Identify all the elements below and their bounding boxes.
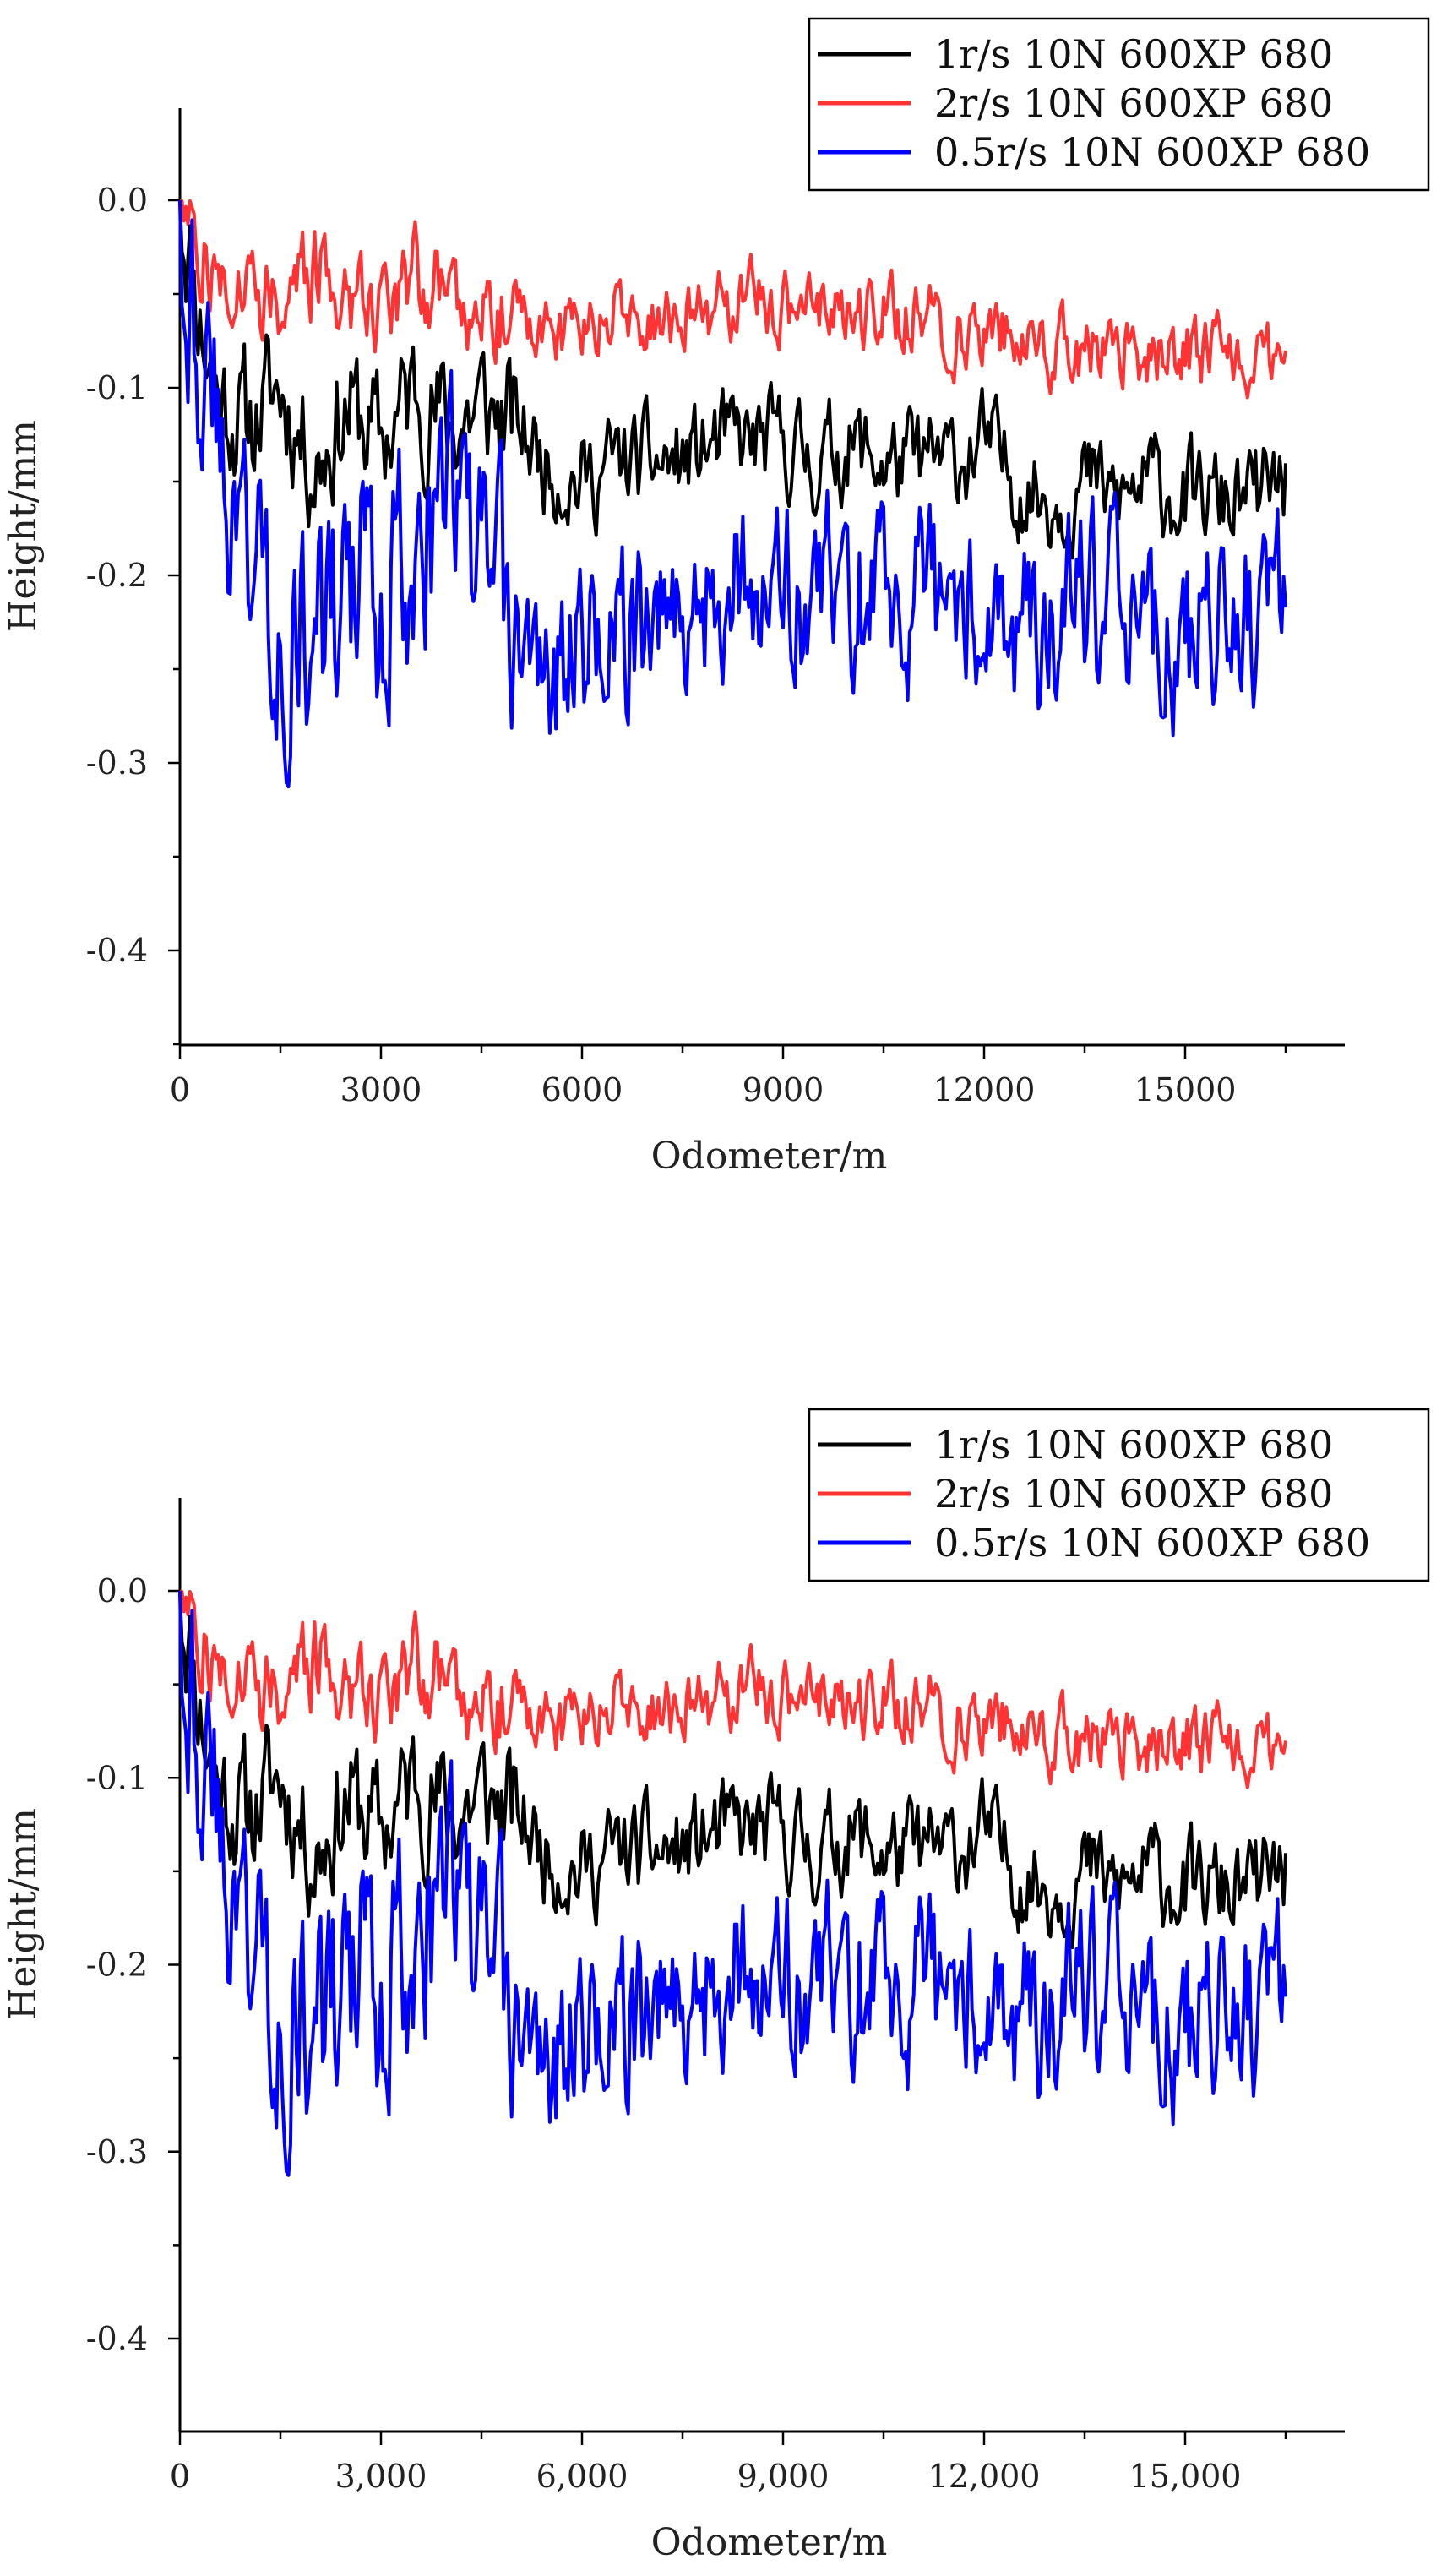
x-tick-label: 9,000 [737, 2458, 830, 2495]
x-tick-label: 9000 [743, 1071, 824, 1108]
y-tick-label: -0.2 [86, 557, 148, 594]
series-line [179, 1589, 1287, 1789]
x-tick-label: 6000 [541, 1071, 623, 1108]
legend-label: 2r/s 10N 600XP 680 [934, 1471, 1333, 1517]
legend-label: 0.5r/s 10N 600XP 680 [934, 1520, 1370, 1566]
y-tick-label: -0.3 [86, 744, 148, 782]
x-axis-title: Odometer/m [651, 2521, 888, 2564]
x-tick-label: 15000 [1134, 1071, 1237, 1108]
x-tick-label: 12000 [933, 1071, 1036, 1108]
legend-label: 0.5r/s 10N 600XP 680 [934, 129, 1370, 175]
y-axis-title: Height/mm [2, 420, 45, 632]
x-tick-label: 12,000 [928, 2458, 1041, 2495]
x-axis-title: Odometer/m [651, 1135, 888, 1178]
x-tick-label: 3000 [340, 1071, 422, 1108]
series-line [178, 1590, 1287, 1949]
legend-label: 2r/s 10N 600XP 680 [934, 80, 1333, 126]
chart-panel-2: 0 3,000 6,000 9,000 12,000 15,000 0.0 -0.1 -0.2 -… [2, 1408, 1430, 2564]
series-line [178, 1590, 1287, 2177]
legend-box [808, 17, 1430, 192]
x-tick-label: 0 [170, 2458, 190, 2495]
series-line [179, 199, 1287, 400]
y-tick-label: -0.2 [86, 1947, 148, 1984]
y-tick-label: 0.0 [97, 1572, 148, 1609]
series-line [178, 199, 1287, 789]
chart-panel-1: 0 3000 6000 9000 12000 15000 0.0 -0.1 -0.2 -0.3 -0… [2, 17, 1430, 1178]
x-tick-label: 0 [170, 1071, 190, 1108]
y-tick-label: -0.1 [86, 369, 148, 406]
y-axis-title: Height/mm [2, 1808, 45, 2020]
legend-box [808, 1408, 1430, 1582]
series-line [178, 199, 1287, 560]
y-tick-label: 0.0 [97, 182, 148, 219]
legend-label: 1r/s 10N 600XP 680 [934, 31, 1333, 77]
y-tick-label: -0.3 [86, 2133, 148, 2170]
x-tick-label: 15,000 [1129, 2458, 1242, 2495]
y-tick-label: -0.4 [86, 2320, 148, 2357]
y-tick-label: -0.4 [86, 932, 148, 969]
x-tick-label: 6,000 [536, 2458, 628, 2495]
y-tick-label: -0.1 [86, 1759, 148, 1796]
x-tick-label: 3,000 [335, 2458, 427, 2495]
legend-label: 1r/s 10N 600XP 680 [934, 1422, 1333, 1468]
